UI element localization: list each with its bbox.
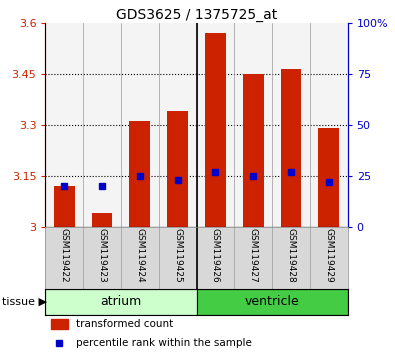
Bar [130, 121, 150, 227]
Bar [234, 23, 272, 227]
Bar [45, 23, 83, 227]
Bar [51, 319, 68, 329]
Bar [205, 33, 226, 227]
Bar [280, 69, 301, 227]
Bar [272, 23, 310, 227]
Text: GSM119426: GSM119426 [211, 228, 220, 282]
Bar [83, 23, 121, 227]
Bar [310, 23, 348, 227]
Text: GSM119423: GSM119423 [98, 228, 107, 282]
Text: GSM119428: GSM119428 [286, 228, 295, 282]
Text: GSM119429: GSM119429 [324, 228, 333, 282]
Text: GSM119425: GSM119425 [173, 228, 182, 282]
Bar [45, 289, 197, 315]
Title: GDS3625 / 1375725_at: GDS3625 / 1375725_at [116, 8, 277, 22]
Bar [92, 213, 113, 227]
Bar [167, 111, 188, 227]
Bar [54, 186, 75, 227]
Text: ventricle: ventricle [245, 295, 299, 308]
Bar [159, 23, 197, 227]
Text: GSM119424: GSM119424 [135, 228, 144, 282]
Bar [121, 23, 159, 227]
Text: transformed count: transformed count [76, 319, 173, 329]
Text: tissue ▶: tissue ▶ [2, 297, 47, 307]
Text: percentile rank within the sample: percentile rank within the sample [76, 338, 252, 348]
Bar [197, 289, 348, 315]
Bar [318, 128, 339, 227]
Bar [243, 74, 263, 227]
Text: GSM119427: GSM119427 [249, 228, 258, 282]
Text: GSM119422: GSM119422 [60, 228, 69, 282]
Bar [197, 23, 234, 227]
Text: atrium: atrium [100, 295, 141, 308]
